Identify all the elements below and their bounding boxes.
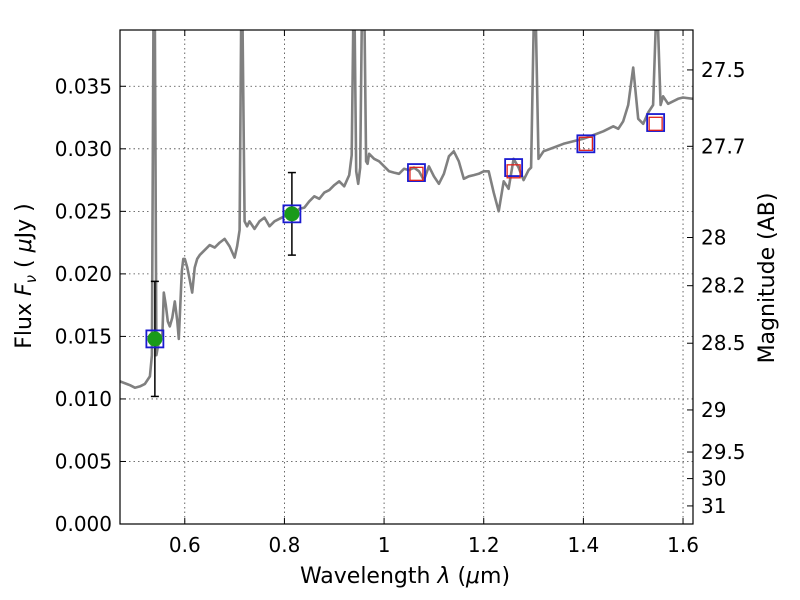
grid-lines (120, 30, 693, 524)
right-tick-label: 27.7 (701, 134, 746, 158)
right-tick-label: 29 (701, 398, 726, 422)
plot-frame (119, 29, 694, 525)
y-tick-label: 0.010 (55, 387, 112, 411)
red-square-marker (578, 136, 594, 151)
right-tick-label: 28 (701, 225, 726, 249)
blue-square-marker (145, 329, 165, 349)
y-tick-label: 0.030 (55, 137, 112, 161)
x-tick-label: 1 (378, 533, 391, 557)
red-square-marker (506, 164, 521, 179)
x-axis-label: Wavelength λ (μm) (300, 564, 510, 589)
x-tick-label: 0.8 (269, 533, 301, 557)
y-tick-label: 0.035 (55, 74, 112, 98)
red-square-marker (409, 166, 424, 181)
observed-point (147, 331, 163, 347)
y-tick-label: 0.015 (55, 324, 112, 348)
y-tick-label: 0.020 (55, 262, 112, 286)
observed-point (284, 206, 300, 222)
x-tick-label: 1.6 (667, 533, 699, 557)
red-square-marker (648, 116, 663, 131)
y-axis-label: Flux Fν ( μJy ) (12, 203, 40, 348)
right-tick-label: 29.5 (701, 440, 746, 464)
blue-square-marker (407, 163, 426, 182)
tick-layer: 0.6 0.8 1 1.2 1.4 1.6 0.000 0.005 0.010 0.015 0.02… (55, 30, 746, 557)
series-layer (120, 30, 693, 398)
y-tick-label: 0.005 (55, 449, 112, 473)
right-tick-label: 28.2 (701, 274, 746, 298)
blue-square-marker (282, 204, 302, 224)
y-axis-right-label: Magnitude (AB) (755, 193, 780, 364)
right-tick-label: 31 (701, 494, 726, 518)
right-tick-label: 27.5 (701, 58, 746, 82)
y-tick-label: 0.000 (55, 512, 112, 536)
right-tick-label: 30 (701, 467, 726, 491)
x-tick-label: 0.6 (169, 533, 201, 557)
right-tick-label: 28.5 (701, 331, 746, 355)
x-tick-label: 1.2 (468, 533, 500, 557)
y-tick-label: 0.025 (55, 199, 112, 223)
x-tick-label: 1.4 (567, 533, 599, 557)
blue-square-marker (576, 134, 596, 154)
spectrum-line (120, 30, 693, 390)
blue-square-marker (646, 113, 666, 132)
blue-square-marker (504, 158, 524, 177)
